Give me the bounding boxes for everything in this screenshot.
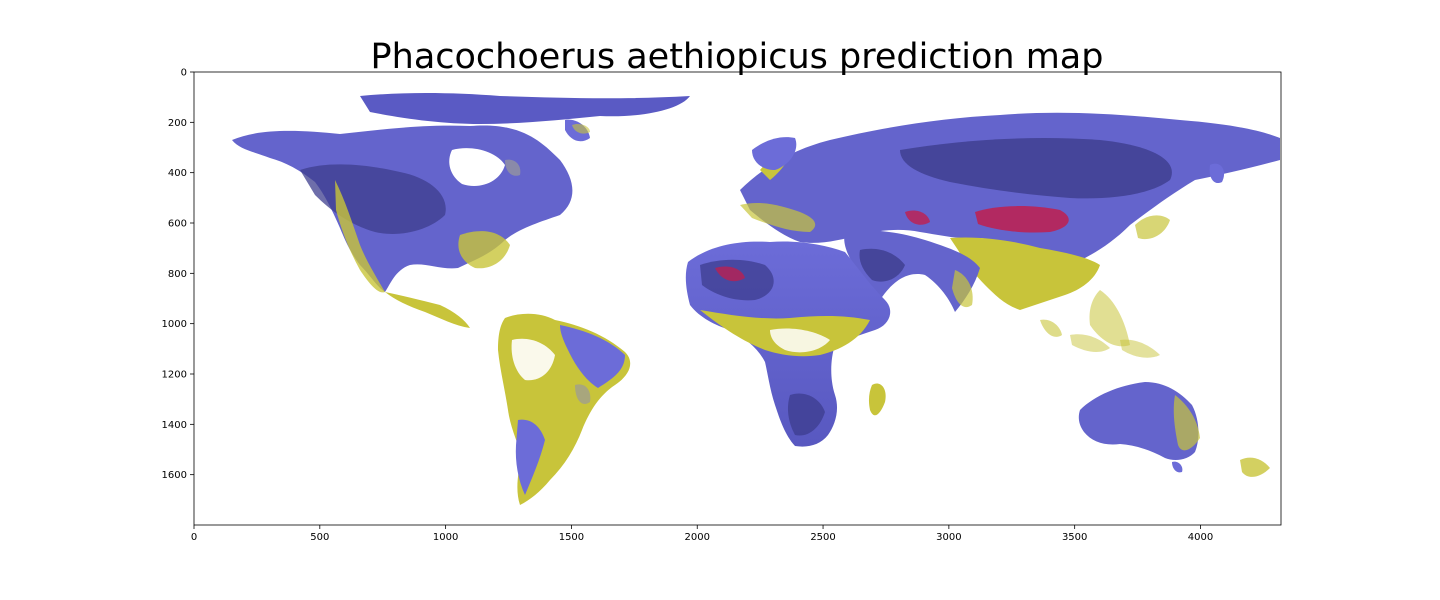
axes-frame	[193, 71, 1282, 526]
y-tick-label: 600	[168, 219, 187, 230]
y-tick-label: 1200	[162, 370, 187, 381]
landmass-australia	[1078, 382, 1270, 477]
x-tick-label: 0	[191, 532, 197, 543]
y-tick-label: 1600	[162, 470, 187, 481]
y-tick-label: 0	[181, 68, 187, 79]
y-axis: 0 200 400 600 800 1000 1200 1400 1600	[162, 68, 194, 481]
y-tick-label: 400	[168, 168, 187, 179]
y-tick-label: 200	[168, 118, 187, 129]
heatmap-image	[232, 93, 1280, 505]
x-tick-label: 3000	[936, 532, 961, 543]
y-tick-label: 1400	[162, 420, 187, 431]
x-tick-label: 2000	[685, 532, 710, 543]
x-tick-label: 2500	[810, 532, 835, 543]
map-title: Phacochoerus aethiopicus prediction map	[371, 37, 1104, 77]
x-tick-label: 4000	[1188, 532, 1213, 543]
x-tick-label: 3500	[1062, 532, 1087, 543]
landmass-southeast-asia	[1040, 163, 1225, 358]
y-tick-label: 800	[168, 269, 187, 280]
landmass-iceland	[572, 123, 590, 134]
y-tick-label: 1000	[162, 319, 187, 330]
landmass-north-america	[232, 93, 690, 328]
x-axis: 0 500 1000 1500 2000 2500 3000 3500 4000	[191, 525, 1213, 543]
landmass-eurasia	[740, 112, 1280, 310]
landmass-south-america	[498, 313, 631, 505]
x-tick-label: 1500	[559, 532, 584, 543]
x-tick-label: 1000	[433, 532, 458, 543]
landmass-africa	[685, 241, 891, 447]
x-tick-label: 500	[310, 532, 329, 543]
